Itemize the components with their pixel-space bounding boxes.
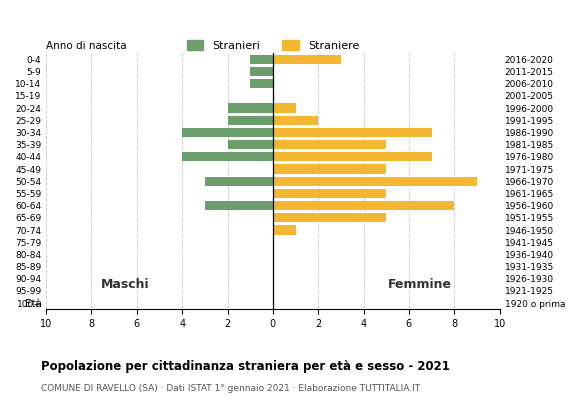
Bar [250,79,273,88]
Bar [227,140,273,149]
Bar [273,226,296,234]
Bar [205,201,273,210]
Text: Maschi: Maschi [101,278,150,291]
Bar [250,55,273,64]
Text: Femmine: Femmine [388,278,452,291]
Bar [273,140,386,149]
Bar [273,201,454,210]
Text: Anno di nascita: Anno di nascita [46,41,127,51]
Bar [227,116,273,125]
Bar [273,152,432,162]
Bar [205,177,273,186]
Text: COMUNE DI RAVELLO (SA) · Dati ISTAT 1° gennaio 2021 · Elaborazione TUTTITALIA.IT: COMUNE DI RAVELLO (SA) · Dati ISTAT 1° g… [41,384,420,393]
Text: Popolazione per cittadinanza straniera per età e sesso - 2021: Popolazione per cittadinanza straniera p… [41,360,450,373]
Bar [273,189,386,198]
Bar [273,177,477,186]
Bar [273,164,386,174]
Bar [273,104,296,113]
Bar [227,104,273,113]
Legend: Stranieri, Straniere: Stranieri, Straniere [182,36,364,55]
Bar [273,213,386,222]
Bar [182,128,273,137]
Bar [182,152,273,162]
Bar [273,128,432,137]
Text: Età: Età [24,299,42,309]
Bar [250,67,273,76]
Bar [273,55,341,64]
Bar [273,116,318,125]
